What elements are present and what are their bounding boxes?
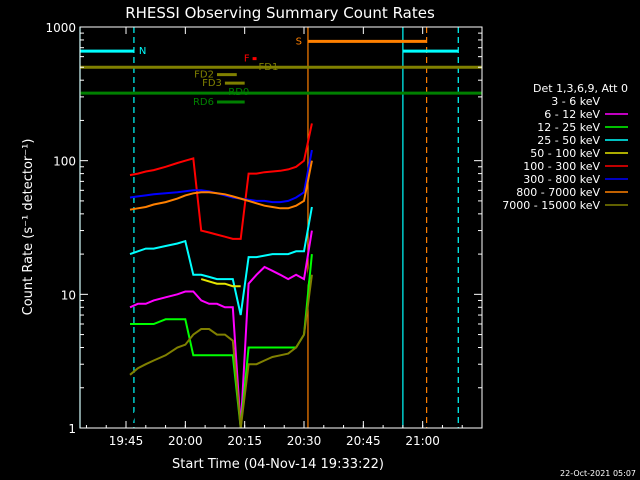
series-line-0 [129,253,313,429]
x-tick-label-5: 21:00 [405,434,440,448]
x-tick-label-3: 20:30 [287,434,322,448]
annotation-label-6: FD3 [202,78,222,89]
legend-label-2: 12 - 25 keV [537,121,600,134]
chart-title: RHESSI Observing Summary Count Rates [125,4,435,22]
plot-frame [79,26,483,429]
legend-label-7: 800 - 7000 keV [516,186,600,199]
annotation-label-5: FD2 [194,70,214,81]
axes: 19:45 20:00 20:15 20:30 20:45 21:00 1 10 100 1000 [45,21,483,448]
annotation-label-0: N [139,46,146,57]
y-tick-label-3: 1000 [45,21,76,35]
x-tick-label-2: 20:15 [227,434,262,448]
footer-timestamp: 22-Oct-2021 05:07 [560,469,636,478]
legend-label-6: 300 - 800 keV [523,173,600,186]
legend-label-8: 7000 - 15000 keV [502,199,600,212]
legend-label-4: 50 - 100 keV [530,147,600,160]
annotation-label-4: FD1 [259,62,279,73]
series-line-6 [129,149,313,204]
vertical-markers [79,27,459,428]
annotation-label-8: RD6 [193,97,214,108]
legend-title: Det 1,3,6,9, Att 0 [533,82,628,95]
y-tick-label-2: 100 [53,155,76,169]
series-line-2 [130,254,313,429]
y-tick-label-1: 10 [61,288,76,302]
series-line-8 [129,274,313,429]
series-line-3 [129,206,313,316]
legend-label-0: 3 - 6 keV [551,95,600,108]
series-lines [129,123,313,429]
series-line-7 [129,160,313,211]
annotation-label-7: RD0 [228,87,249,98]
series-line-1 [129,230,313,429]
x-tick-label-4: 20:45 [346,434,381,448]
series-line-5 [129,123,313,240]
legend-label-3: 25 - 50 keV [537,134,600,147]
y-axis-label: Count Rate (s⁻¹ detector⁻¹) [21,139,36,316]
legend-label-5: 100 - 300 keV [523,160,600,173]
annotation-label-2: S [296,36,302,47]
series-line-4 [200,278,241,288]
annotation-label-3: F [244,54,250,65]
y-tick-label-0: 1 [68,422,76,436]
legend-label-1: 6 - 12 keV [544,108,600,121]
x-axis-label: Start Time (04-Nov-14 19:33:22) [172,457,384,472]
x-tick-label-1: 20:00 [168,434,203,448]
x-tick-label-0: 19:45 [109,434,144,448]
